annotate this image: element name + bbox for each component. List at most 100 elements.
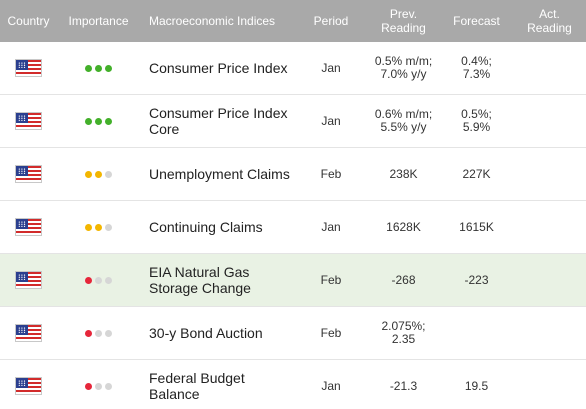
prev-reading-cell: 2.075%; 2.35 <box>367 320 440 346</box>
header-actual-label: Act. Reading <box>527 7 572 35</box>
importance-dot-icon <box>85 382 92 390</box>
indicator-name: Continuing Claims <box>149 219 263 235</box>
importance-dot-icon <box>85 170 92 178</box>
importance-dot-icon <box>95 64 102 72</box>
indicator-name: Federal Budget Balance <box>149 370 245 402</box>
header-prev-label: Prev. Reading <box>381 7 426 35</box>
forecast-cell: -223 <box>440 272 513 287</box>
header-importance[interactable]: Importance <box>68 14 129 28</box>
header-period[interactable]: Period <box>313 14 349 28</box>
importance-cell <box>57 117 140 125</box>
period-cell-value: Jan <box>321 378 341 393</box>
header-actual-reading[interactable]: Act. Reading <box>513 7 586 35</box>
indicator-cell[interactable]: Continuing Claims <box>140 219 295 235</box>
importance-cell <box>57 329 140 337</box>
indicator-name: EIA Natural Gas Storage Change <box>149 264 251 296</box>
importance-cell <box>57 170 140 178</box>
forecast-cell-value: 0.4%; 7.3% <box>461 54 492 81</box>
importance-dots <box>85 117 112 125</box>
importance-dot-icon <box>95 223 102 231</box>
header-indices[interactable]: Macroeconomic Indices <box>149 14 276 28</box>
indicator-name: Unemployment Claims <box>149 166 290 182</box>
table-row[interactable]: Continuing Claims Jan 1628K 1615K <box>0 201 586 254</box>
country-cell <box>0 324 57 342</box>
table-row[interactable]: Unemployment Claims Feb 238K 227K <box>0 148 586 201</box>
prev-reading-cell: 238K <box>367 166 440 181</box>
importance-dot-icon <box>105 382 112 390</box>
forecast-cell-value: 227K <box>462 166 491 181</box>
importance-cell <box>57 64 140 72</box>
period-cell-value: Jan <box>321 60 341 75</box>
header-prev-reading[interactable]: Prev. Reading <box>367 7 440 35</box>
prev-reading-cell: -21.3 <box>367 378 440 393</box>
period-cell-value: Jan <box>321 219 341 234</box>
importance-cell <box>57 223 140 231</box>
period-cell: Jan <box>295 60 367 75</box>
period-cell: Feb <box>295 326 367 340</box>
period-cell-value: Jan <box>321 113 341 128</box>
importance-dots <box>85 223 112 231</box>
prev-reading-cell: 1628K <box>367 219 440 234</box>
period-cell-value: Feb <box>320 272 342 287</box>
us-flag-icon <box>15 324 42 342</box>
forecast-cell-value: 1615K <box>459 219 494 234</box>
importance-dot-icon <box>85 64 92 72</box>
period-cell: Jan <box>295 378 367 393</box>
importance-dot-icon <box>85 276 92 284</box>
importance-dot-icon <box>95 276 102 284</box>
country-cell <box>0 218 57 236</box>
importance-dots <box>85 64 112 72</box>
country-cell <box>0 112 57 130</box>
table-row[interactable]: EIA Natural Gas Storage Change Feb -268 -22… <box>0 254 586 307</box>
indicator-cell[interactable]: Consumer Price Index <box>140 60 295 76</box>
us-flag-icon <box>15 112 42 130</box>
us-flag-icon <box>15 59 42 77</box>
prev-reading-cell-value: 238K <box>389 166 418 181</box>
prev-reading-cell-value: 0.5% m/m; 7.0% y/y <box>374 54 433 81</box>
importance-dot-icon <box>105 276 112 284</box>
importance-dots <box>85 382 112 390</box>
period-cell-value: Feb <box>320 166 342 181</box>
period-cell: Feb <box>295 166 367 181</box>
prev-reading-cell: -268 <box>367 273 440 287</box>
indicator-name: 30-y Bond Auction <box>149 325 263 341</box>
forecast-cell: 19.5 <box>440 379 513 393</box>
importance-dot-icon <box>95 117 102 125</box>
indicator-name: Consumer Price Index Core <box>149 105 288 137</box>
indicator-cell[interactable]: EIA Natural Gas Storage Change <box>140 264 295 296</box>
indicator-cell[interactable]: Federal Budget Balance <box>140 370 295 402</box>
importance-dots <box>85 276 112 284</box>
table-row[interactable]: Federal Budget Balance Jan -21.3 19.5 <box>0 360 586 409</box>
indicator-cell[interactable]: Consumer Price Index Core <box>140 105 295 137</box>
prev-reading-cell: 0.6% m/m; 5.5% y/y <box>367 108 440 134</box>
importance-cell <box>57 276 140 284</box>
importance-dot-icon <box>105 64 112 72</box>
prev-reading-cell-value: -21.3 <box>389 378 418 393</box>
country-cell <box>0 377 57 395</box>
forecast-cell-value: -223 <box>464 272 489 287</box>
indicator-cell[interactable]: 30-y Bond Auction <box>140 325 295 341</box>
period-cell: Feb <box>295 272 367 287</box>
importance-dots <box>85 170 112 178</box>
country-cell <box>0 165 57 183</box>
table-row[interactable]: Consumer Price Index Jan 0.5% m/m; 7.0% y/… <box>0 42 586 95</box>
period-cell: Jan <box>295 219 367 234</box>
table-header: Country Importance Macroeconomic Indices… <box>0 0 586 42</box>
indicator-cell[interactable]: Unemployment Claims <box>140 166 295 182</box>
prev-reading-cell-value: 2.075%; 2.35 <box>381 319 426 346</box>
table-row[interactable]: Consumer Price Index Core Jan 0.6% m/m; 5.… <box>0 95 586 148</box>
importance-dot-icon <box>95 170 102 178</box>
country-cell <box>0 59 57 77</box>
table-body: Consumer Price Index Jan 0.5% m/m; 7.0% y/… <box>0 42 586 409</box>
importance-dot-icon <box>105 117 112 125</box>
importance-dot-icon <box>85 117 92 125</box>
forecast-cell: 0.4%; 7.3% <box>440 55 513 81</box>
table-row[interactable]: 30-y Bond Auction Feb 2.075%; 2.35 <box>0 307 586 360</box>
importance-dot-icon <box>105 329 112 337</box>
prev-reading-cell-value: 1628K <box>386 219 421 234</box>
header-country[interactable]: Country <box>7 14 50 28</box>
country-cell <box>0 271 57 289</box>
header-forecast[interactable]: Forecast <box>453 14 500 28</box>
us-flag-icon <box>15 377 42 395</box>
